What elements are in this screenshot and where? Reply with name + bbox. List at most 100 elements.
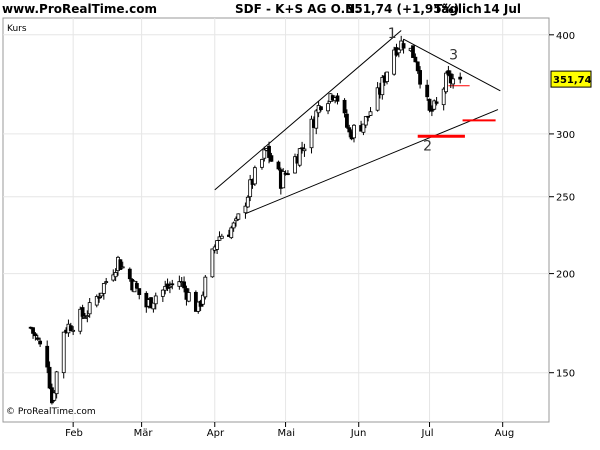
candle-body xyxy=(118,259,123,270)
candle-body xyxy=(78,308,83,332)
candle-body xyxy=(446,70,451,76)
candle-body xyxy=(413,56,418,63)
candle-body xyxy=(451,78,456,85)
candle-body xyxy=(269,155,274,162)
candle-body xyxy=(111,274,116,281)
trendline xyxy=(403,38,501,92)
candle-body xyxy=(160,289,165,297)
candle-body xyxy=(347,127,352,133)
x-tick-label: Jun xyxy=(350,428,367,439)
candle-body xyxy=(380,76,385,96)
pattern-annotation: 3 xyxy=(449,47,458,63)
candle-body xyxy=(252,167,257,185)
candle-body xyxy=(458,76,463,80)
candle-body xyxy=(182,281,186,289)
candle-body xyxy=(262,149,267,159)
candle-body xyxy=(35,337,40,340)
candle-body xyxy=(425,84,430,98)
candle-body xyxy=(52,392,57,401)
candle-body xyxy=(326,103,330,112)
candle-body xyxy=(170,283,175,286)
x-tick-label: Jul xyxy=(421,428,434,439)
candle-body xyxy=(101,283,106,294)
candle-body xyxy=(434,101,439,104)
annotations: 1 2 3 xyxy=(388,26,458,155)
candle-body xyxy=(448,73,453,84)
candle-body xyxy=(168,285,172,288)
candle-body xyxy=(153,295,158,305)
header-date: 14 Jul xyxy=(483,2,521,16)
candle-body xyxy=(276,161,281,170)
candle-body xyxy=(363,116,368,126)
candle-body xyxy=(80,307,85,317)
candle-body xyxy=(38,340,43,345)
candle-body xyxy=(231,222,236,229)
trendlines xyxy=(214,30,501,215)
candle-body xyxy=(149,297,153,309)
candle-body xyxy=(361,123,366,133)
candle-body xyxy=(401,43,406,49)
site-url[interactable]: www.ProRealTime.com xyxy=(2,2,157,16)
candle-body xyxy=(61,331,66,374)
candle-body xyxy=(411,45,415,58)
candle-body xyxy=(87,302,92,315)
candle-body xyxy=(427,98,432,111)
grid xyxy=(3,18,549,422)
instrument-name: SDF - K+S AG O.N. xyxy=(235,2,360,16)
candle-body xyxy=(151,302,156,310)
candle-body xyxy=(429,108,434,112)
trendline xyxy=(245,109,499,215)
candle-body xyxy=(113,272,118,278)
candle-body xyxy=(297,148,302,166)
last-price-label: 351,74 xyxy=(553,75,592,86)
candle-body xyxy=(203,276,208,298)
candle-body xyxy=(186,292,191,302)
candle-body xyxy=(97,296,102,299)
candle-body xyxy=(219,235,224,239)
pattern-annotation: 1 xyxy=(388,26,397,42)
candle-body xyxy=(31,327,35,334)
last-price-tag xyxy=(550,70,592,88)
candle-body xyxy=(85,315,90,318)
candle-body xyxy=(418,70,422,85)
candle-body xyxy=(342,99,347,114)
support-levels xyxy=(417,85,496,138)
candle-body xyxy=(137,288,142,295)
candle-body xyxy=(300,147,304,150)
candle-body xyxy=(201,294,205,305)
candle-body xyxy=(83,317,87,319)
candle-body xyxy=(366,115,371,118)
candle-body xyxy=(45,345,50,368)
candles xyxy=(28,35,463,405)
candle-body xyxy=(33,333,38,337)
panel-label: Kurs xyxy=(7,24,27,34)
candle-body xyxy=(47,366,52,389)
candle-body xyxy=(134,283,139,289)
x-tick-label: Apr xyxy=(207,428,225,439)
candle-body xyxy=(281,171,286,189)
candle-body xyxy=(368,111,373,116)
candle-body xyxy=(71,329,76,332)
candle-body xyxy=(127,268,132,280)
candle-body xyxy=(396,48,401,54)
x-tick-label: Mär xyxy=(134,428,154,439)
candle-body xyxy=(441,88,446,106)
candle-body xyxy=(210,248,215,278)
candle-body xyxy=(267,145,271,158)
candle-body xyxy=(293,156,297,174)
y-tick-label: 200 xyxy=(556,270,575,281)
price-change: 351,74 (+1,95%) xyxy=(346,2,460,16)
y-tick-label: 300 xyxy=(556,130,575,141)
candle-body xyxy=(245,196,250,208)
pattern-annotation: 2 xyxy=(423,139,432,155)
candle-body xyxy=(94,296,99,306)
candle-body xyxy=(352,124,356,139)
candle-body xyxy=(104,281,109,283)
candle-body xyxy=(236,213,241,220)
candle-body xyxy=(215,240,220,250)
candle-body xyxy=(243,205,248,214)
candle-body xyxy=(260,159,264,168)
plot-area xyxy=(2,17,550,423)
frequency: Täglich xyxy=(434,2,482,16)
